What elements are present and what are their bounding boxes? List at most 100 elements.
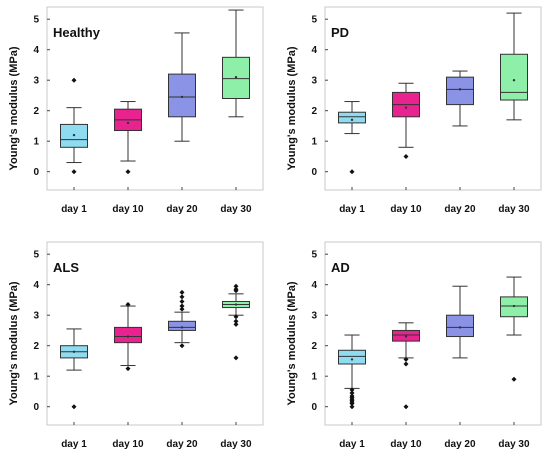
x-tick-label: day 10: [390, 439, 422, 450]
outlier-point: [511, 376, 517, 382]
chart-panel: PD Young's modulus (MPa) 0 1 2 3 4 5 day 1 day 10…: [286, 6, 542, 215]
chart-panel: AD Young's modulus (MPa) 0 1 2 3 4 5 day 1 day 10…: [286, 241, 542, 450]
outlier-point: [71, 404, 77, 410]
plot-frame: [324, 6, 542, 191]
y-tick-label: 1: [311, 372, 317, 383]
x-tick-label: day 30: [220, 439, 252, 450]
y-tick-label: 5: [33, 250, 39, 261]
outlier-point: [403, 361, 409, 367]
outlier-point: [125, 366, 131, 372]
box-mean: [458, 88, 462, 91]
outlier-point: [125, 169, 131, 175]
x-tick-label: day 30: [498, 204, 530, 215]
box-group: [446, 70, 474, 127]
box-mean: [234, 75, 238, 79]
outlier-point: [349, 401, 355, 407]
box-iqr: [446, 314, 474, 338]
box-mean: [180, 95, 184, 99]
outlier-point: [233, 355, 239, 361]
outlier-point: [179, 343, 185, 349]
box-iqr: [446, 76, 474, 106]
y-tick-label: 3: [311, 76, 317, 87]
box-mean: [180, 326, 184, 329]
x-tick-label: day 20: [444, 439, 476, 450]
plot-frame: [46, 6, 264, 191]
y-tick-label: 3: [33, 76, 39, 87]
x-tick-label: day 1: [61, 439, 87, 450]
chart-panel: Healthy Young's modulus (MPa) 0 1 2 3 4 5 day 1 d…: [8, 6, 264, 215]
panel-title: ALS: [53, 260, 79, 275]
outlier-point: [179, 303, 185, 309]
box-group: [500, 12, 528, 121]
y-tick-label: 1: [33, 137, 39, 148]
box-group: [222, 283, 250, 361]
x-tick-label: day 1: [339, 204, 365, 215]
box-group: [114, 302, 142, 372]
panel-title: PD: [331, 25, 349, 40]
box-group: [60, 328, 88, 410]
outlier-point: [349, 169, 355, 175]
outlier-point: [403, 153, 409, 159]
box-iqr: [168, 73, 196, 118]
y-axis-label: Young's modulus (MPa): [286, 46, 298, 170]
box-group: [60, 77, 88, 175]
panel-title: Healthy: [53, 25, 101, 40]
x-tick-label: day 20: [444, 204, 476, 215]
y-tick-label: 0: [311, 402, 317, 413]
outlier-point: [349, 390, 355, 396]
chart-panel: ALS Young's modulus (MPa) 0 1 2 3 4 5 day 1 day 1…: [8, 241, 264, 450]
x-tick-label: day 20: [166, 204, 198, 215]
y-tick-label: 2: [33, 341, 39, 352]
box-mean: [126, 121, 130, 125]
box-iqr: [114, 326, 142, 344]
x-tick-label: day 10: [112, 439, 144, 450]
y-tick-label: 2: [33, 106, 39, 117]
x-tick-label: day 10: [112, 204, 144, 215]
box-group: [168, 289, 196, 349]
outlier-point: [179, 294, 185, 300]
outlier-point: [233, 288, 239, 294]
x-tick-label: day 1: [61, 204, 87, 215]
y-tick-label: 0: [311, 167, 317, 178]
outlier-point: [349, 387, 355, 393]
y-tick-label: 2: [311, 106, 317, 117]
y-tick-label: 5: [311, 250, 317, 261]
box-group: [392, 322, 420, 410]
outlier-point: [349, 404, 355, 410]
box-group: [168, 32, 196, 142]
y-axis-label: Young's modulus (MPa): [8, 46, 20, 170]
box-group: [392, 82, 420, 159]
box-mean: [512, 304, 516, 308]
y-axis-label: Young's modulus (MPa): [286, 281, 298, 405]
outlier-point: [403, 404, 409, 410]
box-group: [114, 101, 142, 175]
plot-frame: [46, 241, 264, 426]
box-iqr: [500, 53, 528, 101]
y-tick-label: 2: [311, 341, 317, 352]
y-tick-label: 5: [33, 15, 39, 26]
y-tick-label: 4: [311, 280, 317, 291]
box-group: [338, 334, 366, 410]
x-tick-label: day 30: [498, 439, 530, 450]
box-mean: [234, 303, 238, 306]
x-tick-label: day 10: [390, 204, 422, 215]
outlier-point: [233, 318, 239, 324]
x-tick-label: day 1: [339, 439, 365, 450]
box-iqr: [338, 111, 366, 124]
box-group: [338, 101, 366, 175]
y-tick-label: 3: [33, 311, 39, 322]
outlier-point: [179, 306, 185, 312]
box-iqr: [338, 349, 366, 365]
outlier-point: [403, 356, 409, 362]
outlier-point: [233, 283, 239, 289]
y-tick-label: 3: [311, 311, 317, 322]
box-mean: [404, 335, 408, 338]
y-tick-label: 0: [33, 402, 39, 413]
box-mean: [350, 118, 354, 122]
plot-frame: [324, 241, 542, 426]
panel-title: AD: [331, 260, 350, 275]
box-mean: [72, 350, 76, 353]
y-tick-label: 1: [33, 372, 39, 383]
y-tick-label: 5: [311, 15, 317, 26]
